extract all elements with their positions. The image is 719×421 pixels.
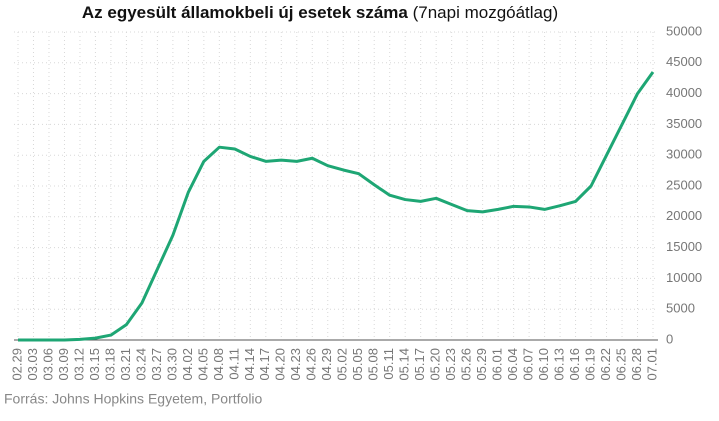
x-tick-label: 06.25 xyxy=(613,348,628,381)
x-tick-label: 04.23 xyxy=(288,348,303,381)
x-tick-label: 05.02 xyxy=(335,348,350,381)
x-tick-label: 03.30 xyxy=(164,348,179,381)
x-tick-label: 05.17 xyxy=(412,348,427,381)
x-tick-label: 03.03 xyxy=(25,348,40,381)
x-tick-label: 06.22 xyxy=(598,348,613,381)
x-tick-label: 06.10 xyxy=(536,348,551,381)
y-tick-label: 50000 xyxy=(666,23,702,38)
x-tick-label: 04.11 xyxy=(226,348,241,380)
y-tick-label: 25000 xyxy=(666,177,702,192)
x-tick-label: 05.11 xyxy=(381,348,396,380)
x-tick-label: 06.28 xyxy=(629,348,644,381)
x-tick-label: 06.01 xyxy=(490,348,505,381)
chart-title-group: Az egyesült államokbeli új esetek száma … xyxy=(82,3,558,22)
x-tick-label: 04.05 xyxy=(195,348,210,381)
x-tick-label: 03.06 xyxy=(40,348,55,381)
x-tick-label: 04.29 xyxy=(319,348,334,381)
y-tick-label: 40000 xyxy=(666,85,702,100)
y-tick-label: 5000 xyxy=(666,301,695,316)
y-tick-label: 20000 xyxy=(666,208,702,223)
x-tick-label: 04.14 xyxy=(242,348,257,381)
x-tick-label: 04.26 xyxy=(304,348,319,381)
x-tick-label: 03.12 xyxy=(71,348,86,381)
x-tick-label: 03.09 xyxy=(56,348,71,381)
chart-subtitle: (7napi mozgóátlag) xyxy=(413,3,559,22)
y-tick-label: 15000 xyxy=(666,239,702,254)
x-tick-label: 04.02 xyxy=(180,348,195,381)
y-tick-label: 10000 xyxy=(666,270,702,285)
x-tick-label: 03.24 xyxy=(133,348,148,381)
chart-title: Az egyesült államokbeli új esetek száma xyxy=(82,3,409,22)
x-tick-label: 05.26 xyxy=(459,348,474,381)
x-tick-label: 05.08 xyxy=(366,348,381,381)
line-series xyxy=(18,71,655,342)
x-tick-label: 06.16 xyxy=(567,348,582,381)
x-tick-label: 06.13 xyxy=(552,348,567,381)
x-tick-label: 04.20 xyxy=(273,348,288,381)
x-tick-label: 04.08 xyxy=(211,348,226,381)
x-tick-label: 03.18 xyxy=(102,348,117,381)
source: Forrás: Johns Hopkins Egyetem, Portfolio xyxy=(4,391,263,407)
x-tick-label: 06.04 xyxy=(505,348,520,381)
x-tick-label: 07.01 xyxy=(644,348,659,381)
x-tick-label: 05.23 xyxy=(443,348,458,381)
x-tick-label: 04.17 xyxy=(257,348,272,381)
y-tick-label: 0 xyxy=(666,331,673,346)
x-tick-label: 05.14 xyxy=(397,348,412,381)
x-tick-label: 05.29 xyxy=(474,348,489,381)
y-tick-label: 30000 xyxy=(666,147,702,162)
x-tick-label: 06.19 xyxy=(582,348,597,381)
x-tick-label: 05.05 xyxy=(350,348,365,381)
x-tick-label: 03.15 xyxy=(87,348,102,381)
x-tick-label: 02.29 xyxy=(9,348,24,381)
x-tick-label: 03.27 xyxy=(149,348,164,381)
x-tick-label: 06.07 xyxy=(521,348,536,381)
y-tick-label: 45000 xyxy=(666,54,702,69)
x-tick-label: 05.20 xyxy=(428,348,443,381)
y-tick-label: 35000 xyxy=(666,116,702,131)
x-tick-label: 03.21 xyxy=(118,348,133,381)
